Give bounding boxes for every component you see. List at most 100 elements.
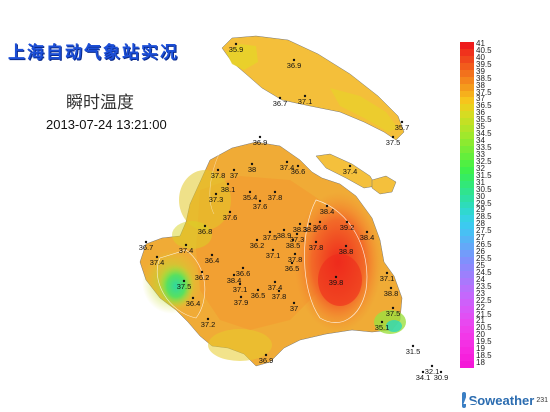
station-value: 32.1 — [425, 367, 440, 376]
station-dot — [241, 266, 245, 270]
station-value: 36.7 — [139, 243, 154, 252]
station-value: 37.5 — [263, 233, 278, 242]
legend-swatch — [460, 229, 474, 237]
station-marker: 37.4 — [150, 255, 165, 267]
legend-swatch — [460, 146, 474, 154]
station-value: 37.6 — [253, 202, 268, 211]
station-value: 36.5 — [285, 264, 300, 273]
station-value: 37.4 — [343, 167, 358, 176]
station-marker: 37 — [230, 168, 238, 180]
legend-swatch — [460, 277, 474, 286]
legend-swatch — [460, 250, 474, 258]
station-dot — [385, 271, 389, 275]
station-marker: 36.4 — [186, 296, 200, 308]
station-marker: 37.4 — [343, 164, 358, 176]
legend-label: 25 — [476, 260, 485, 270]
station-marker: 39.2 — [340, 220, 354, 232]
legend-swatch — [460, 55, 474, 64]
legend-swatch — [460, 236, 474, 244]
legend-label: 38.5 — [476, 73, 492, 83]
station-value: 38.4 — [360, 233, 375, 242]
station-value: 38.2 — [303, 225, 318, 234]
legend-label: 29.5 — [476, 198, 492, 208]
station-value: 36.9 — [259, 356, 274, 365]
legend-swatch — [460, 284, 474, 293]
station-value: 35.1 — [375, 323, 390, 332]
legend-label: 26.5 — [476, 240, 492, 250]
station-dot — [238, 282, 242, 286]
station-value: 34.1 — [416, 373, 431, 382]
station-dot — [295, 232, 299, 236]
station-dot — [144, 240, 148, 244]
legend-label: 35 — [476, 122, 485, 132]
station-value: 30.9 — [434, 373, 449, 382]
legend-swatch — [460, 166, 474, 175]
legend-label: 32.5 — [476, 156, 492, 166]
station-dot — [228, 210, 232, 214]
station-dot — [258, 135, 262, 139]
legend-label: 27 — [476, 233, 485, 243]
legend-swatch — [460, 326, 474, 334]
station-dot — [232, 273, 236, 277]
station-marker: 36.6 — [236, 266, 250, 278]
station-marker: 37.4 — [280, 160, 295, 172]
station-marker: 38.2 — [303, 222, 318, 234]
station-dot — [200, 270, 204, 274]
legend-swatch — [460, 125, 474, 133]
station-value: 31.5 — [406, 347, 421, 356]
legend-label: 23.5 — [476, 281, 492, 291]
station-marker: 35.7 — [395, 120, 409, 132]
station-dot — [184, 243, 188, 247]
station-value: 35.9 — [229, 45, 244, 54]
station-marker: 36.6 — [313, 220, 328, 232]
legend-label: 19 — [476, 344, 485, 354]
station-marker: 36.5 — [251, 288, 265, 300]
station-dot — [268, 230, 272, 234]
station-marker: 36.9 — [259, 353, 274, 365]
station-value: 37.1 — [298, 97, 313, 106]
legend-label: 37 — [476, 94, 485, 104]
station-dot — [411, 344, 415, 348]
legend-swatch — [460, 194, 474, 203]
legend-swatch — [460, 215, 474, 223]
station-value: 37.4 — [280, 163, 295, 172]
legend-label: 20 — [476, 330, 485, 340]
legend-swatch — [460, 354, 474, 362]
legend-label: 36 — [476, 108, 485, 118]
station-dot — [191, 296, 195, 300]
station-value: 37.1 — [233, 285, 248, 294]
station-value: 37.4 — [150, 258, 165, 267]
station-dot — [226, 182, 230, 186]
station-dot — [421, 370, 425, 374]
color-legend — [460, 42, 474, 369]
station-marker: 38 — [248, 162, 256, 174]
station-dot — [380, 320, 384, 324]
station-dot — [203, 224, 207, 228]
station-value: 37.3 — [209, 195, 224, 204]
station-value: 38.1 — [221, 185, 236, 194]
station-marker: 37.4 — [179, 243, 193, 255]
station-dot — [303, 94, 307, 98]
legend-label: 25.5 — [476, 254, 492, 264]
station-dot — [308, 222, 312, 226]
station-dot — [216, 168, 220, 172]
station-marker: 37.3 — [290, 232, 304, 244]
station-value: 37.8 — [288, 255, 303, 264]
station-dot — [430, 364, 434, 368]
legend-label: 33.5 — [476, 143, 492, 153]
station-dot — [155, 255, 159, 259]
legend-swatch — [460, 291, 474, 300]
station-dot — [282, 228, 286, 232]
station-dot — [234, 42, 238, 46]
legend-label: 19.5 — [476, 337, 492, 347]
legend-label: 24 — [476, 274, 485, 284]
legend-swatch — [460, 83, 474, 92]
station-marker: 31.5 — [406, 344, 421, 356]
legend-swatch — [460, 263, 474, 272]
station-marker: 37.3 — [209, 192, 224, 204]
station-dot — [290, 261, 294, 265]
station-value: 37.8 — [309, 243, 324, 252]
station-value: 36.6 — [313, 223, 328, 232]
station-dot — [292, 301, 296, 305]
